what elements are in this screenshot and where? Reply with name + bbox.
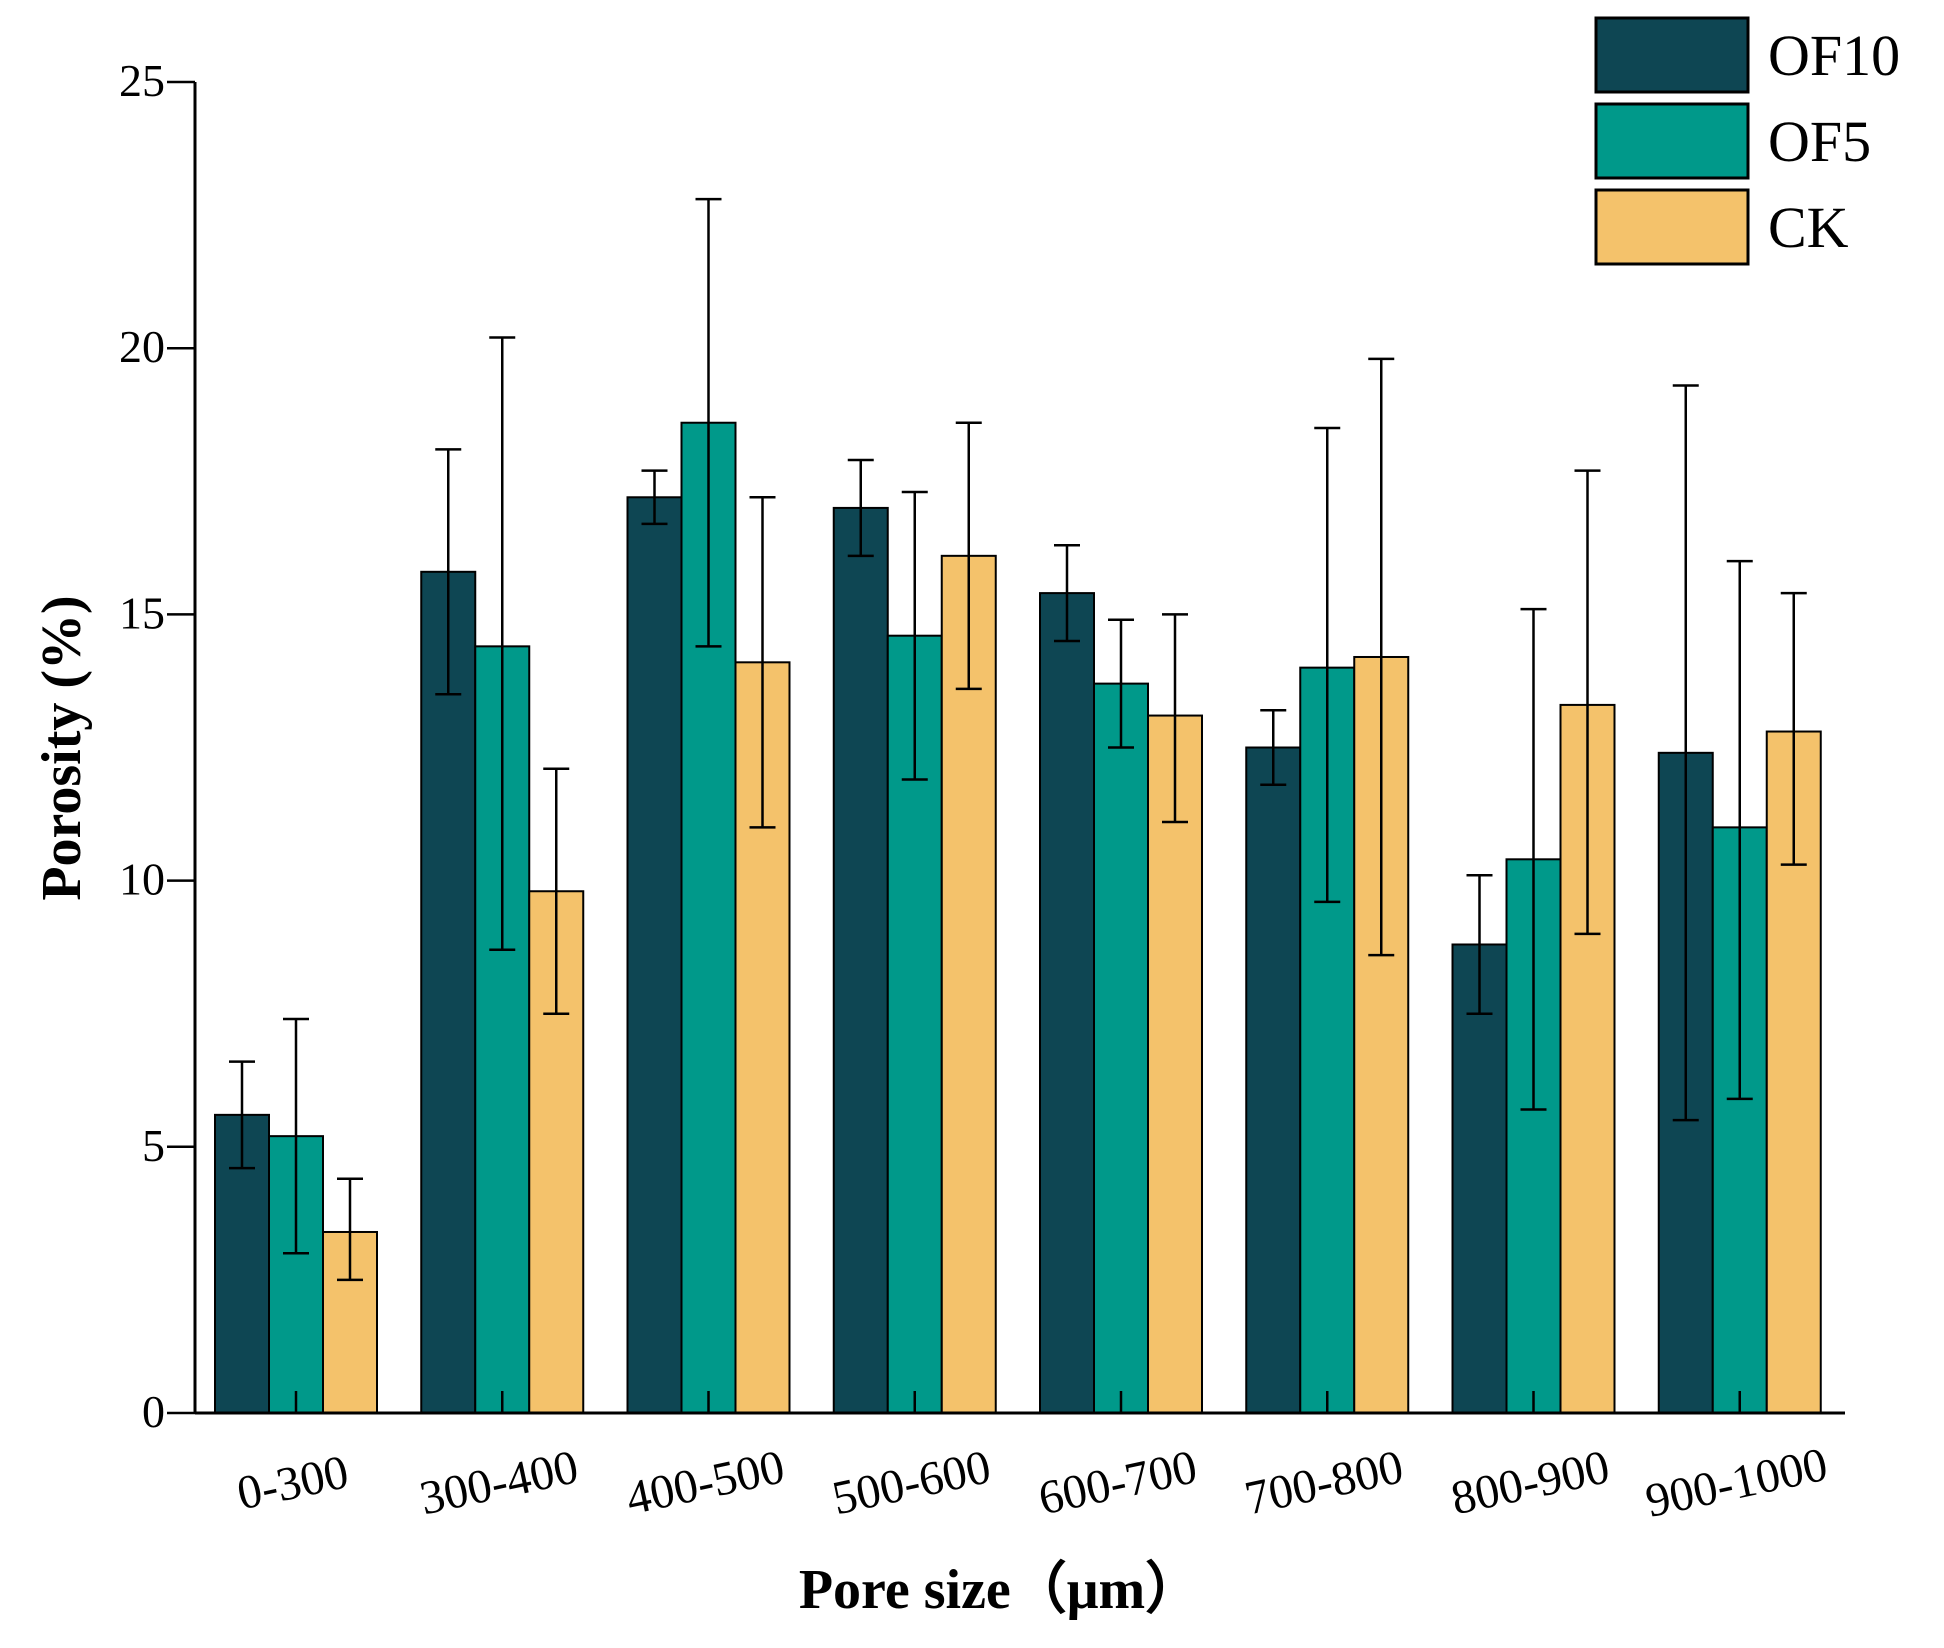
legend-swatch-OF10: [1594, 16, 1750, 94]
y-tick-label-5: 5: [142, 1120, 165, 1171]
y-ticks: 0 5 10 15 20 25: [119, 55, 195, 1437]
bars-layer: [214, 421, 1822, 1415]
bar-OF5-600-700: [1093, 682, 1149, 1414]
x-tick-label-400-500: 400-500: [622, 1440, 790, 1525]
y-axis-title: Porosity (%): [31, 595, 93, 900]
x-tick-label-500-600: 500-600: [828, 1440, 996, 1525]
legend-swatch-CK: [1594, 188, 1750, 266]
bar-OF10-300-400: [420, 570, 477, 1414]
error-bars-layer: [229, 197, 1807, 1282]
x-tick-label-900-1000: 900-1000: [1641, 1438, 1832, 1528]
y-tick-label-0: 0: [142, 1386, 165, 1437]
bar-OF10-600-700: [1039, 592, 1095, 1414]
bar-OF10-700-800: [1245, 746, 1302, 1414]
legend-label-OF5: OF5: [1768, 109, 1871, 174]
axes: [193, 82, 1845, 1415]
x-tick-label-600-700: 600-700: [1034, 1440, 1202, 1525]
x-tick-label-300-400: 300-400: [415, 1440, 583, 1525]
bar-CK-600-700: [1147, 714, 1203, 1414]
y-tick-label-15: 15: [119, 587, 165, 638]
y-tick-label-25: 25: [119, 55, 165, 106]
bar-OF10-500-600: [832, 506, 889, 1415]
y-tick-label-20: 20: [119, 321, 165, 372]
legend: OF10 OF5 CK: [1594, 16, 1900, 266]
legend-swatch-OF5: [1594, 102, 1750, 180]
y-tick-label-10: 10: [119, 854, 165, 905]
legend-label-OF10: OF10: [1768, 23, 1900, 88]
x-tick-label-0-300: 0-300: [232, 1445, 353, 1520]
bar-OF10-400-500: [626, 496, 683, 1415]
x-axis-title: Pore size（μm）: [799, 1558, 1201, 1621]
bar-OF5-900-1000: [1711, 826, 1768, 1414]
x-tick-label-700-800: 700-800: [1240, 1440, 1408, 1525]
legend-label-CK: CK: [1768, 195, 1849, 260]
x-tick-label-800-900: 800-900: [1447, 1440, 1615, 1525]
